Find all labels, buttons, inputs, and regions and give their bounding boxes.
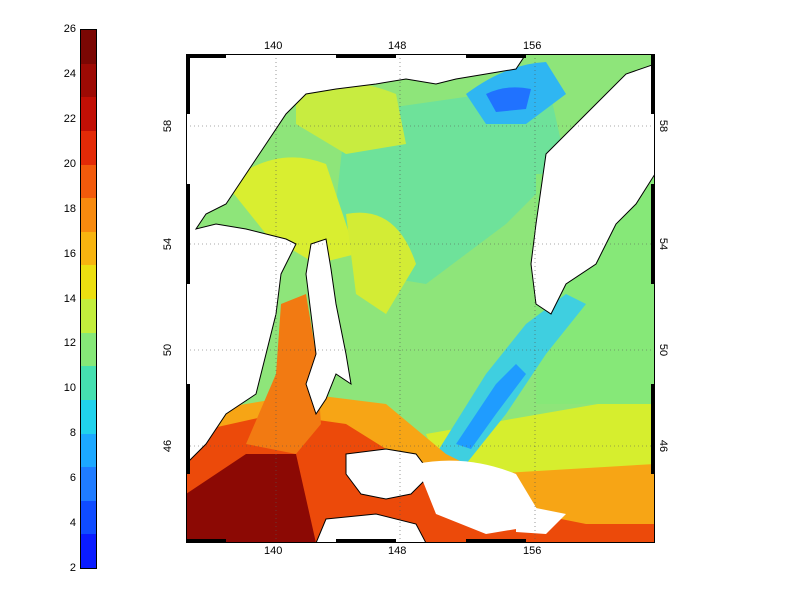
sst-map bbox=[186, 54, 655, 543]
colorbar-segment bbox=[81, 332, 96, 367]
colorbar-segment bbox=[81, 298, 96, 333]
missing-data-south bbox=[416, 460, 546, 534]
darkred-southwest bbox=[186, 454, 316, 543]
colorbar-tick-label: 20 bbox=[63, 157, 76, 170]
kuril-cold-core bbox=[456, 364, 526, 449]
latitude-label-right: 54 bbox=[657, 237, 670, 251]
colorbar-segment bbox=[81, 29, 96, 64]
colorbar-tick-label: 24 bbox=[63, 67, 76, 80]
colorbar-tick-label: 4 bbox=[69, 517, 76, 530]
map-border bbox=[186, 54, 655, 543]
map-frame bbox=[186, 54, 655, 543]
latitude-label-left: 58 bbox=[162, 119, 175, 133]
colorbar-segment bbox=[81, 164, 96, 199]
yellow-center bbox=[346, 212, 416, 314]
colorbar-segment bbox=[81, 365, 96, 400]
colorbar-segment bbox=[81, 500, 96, 535]
latitude-label-right: 46 bbox=[657, 439, 670, 453]
colorbar-segment bbox=[81, 63, 96, 98]
colorbar-segment bbox=[81, 264, 96, 299]
land-hokkaido bbox=[345, 448, 432, 500]
land-sakhalin bbox=[305, 238, 352, 416]
longitude-label-bottom: 140 bbox=[264, 545, 283, 557]
colorbar bbox=[80, 29, 97, 569]
land-asia-north bbox=[186, 54, 527, 465]
cold-core-north bbox=[486, 87, 531, 112]
latitude-label-right: 58 bbox=[657, 119, 670, 133]
graticule bbox=[186, 54, 655, 543]
yellow-north bbox=[296, 80, 406, 154]
longitude-label-bottom: 156 bbox=[523, 545, 542, 557]
colorbar-segment bbox=[81, 433, 96, 468]
frame-ticks bbox=[186, 54, 655, 543]
colorbar-tick-label: 8 bbox=[69, 427, 76, 440]
longitude-label-top: 148 bbox=[388, 40, 407, 52]
colorbar-tick-label: 6 bbox=[69, 472, 76, 485]
latitude-label-left: 50 bbox=[162, 343, 175, 357]
colorbar-tick-label: 22 bbox=[63, 112, 76, 125]
colorbar-segment bbox=[81, 96, 96, 131]
yellow-east bbox=[426, 394, 655, 484]
colorbar-tick-label: 12 bbox=[63, 337, 76, 350]
latitude-label-right: 50 bbox=[657, 343, 670, 357]
colorbar-segment bbox=[81, 130, 96, 165]
latitude-label-left: 46 bbox=[162, 439, 175, 453]
longitude-label-top: 140 bbox=[264, 40, 283, 52]
missing-data-southeast bbox=[516, 504, 566, 534]
latitude-label-left: 54 bbox=[162, 237, 175, 251]
longitude-label-top: 156 bbox=[523, 40, 542, 52]
colorbar-segment bbox=[81, 197, 96, 232]
colorbar-tick-label: 2 bbox=[69, 562, 76, 574]
colorbar-tick-label: 14 bbox=[63, 292, 76, 305]
colorbar-tick-label: 26 bbox=[63, 23, 76, 35]
colorbar-segment bbox=[81, 399, 96, 434]
sea-of-japan-warm bbox=[246, 294, 321, 454]
colorbar-tick-label: 10 bbox=[63, 382, 76, 395]
longitude-label-bottom: 148 bbox=[388, 545, 407, 557]
colorbar-segment bbox=[81, 533, 96, 568]
yellow-west bbox=[226, 157, 356, 264]
colorbar-segment bbox=[81, 466, 96, 501]
colorbar-tick-label: 16 bbox=[63, 247, 76, 260]
land-honshu-north bbox=[315, 513, 427, 543]
colorbar-segment bbox=[81, 231, 96, 266]
colorbar-tick-label: 18 bbox=[63, 202, 76, 215]
